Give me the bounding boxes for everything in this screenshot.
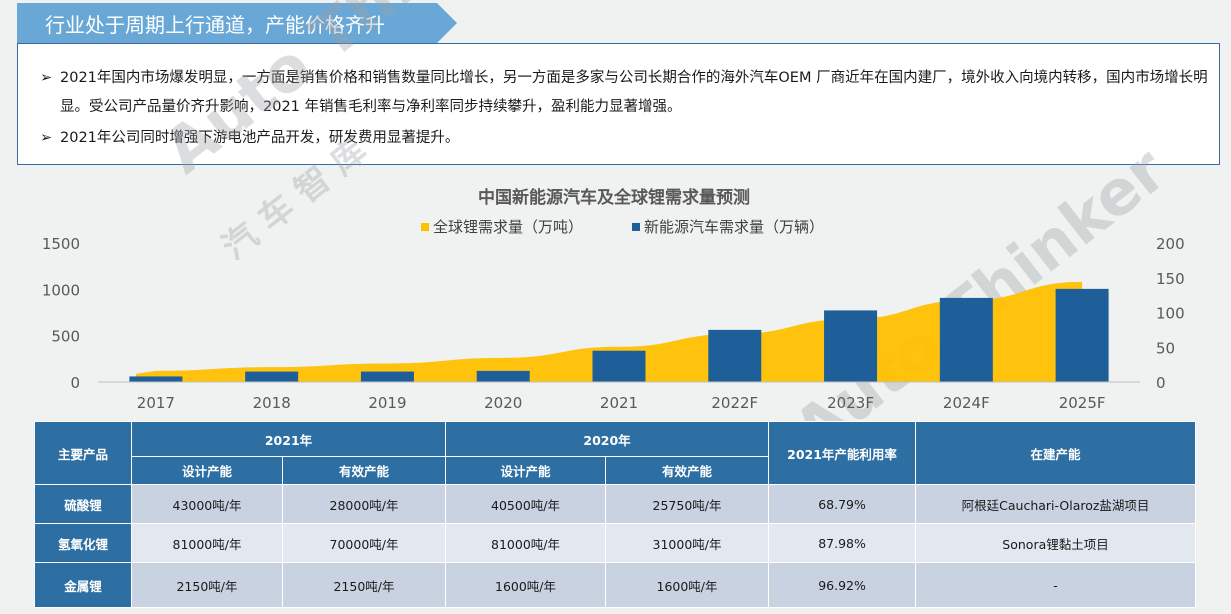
bullet-text: 2021年公司同时增强下游电池产品开发，研发费用显著提升。 xyxy=(60,130,460,146)
header-utilization: 2021年产能利用率 xyxy=(768,421,917,485)
right-axis-tick: 0 xyxy=(1156,374,1166,392)
bullet-text: 2021年国内市场爆发明显，一方面是销售价格和销售数量同比增长，另一方面是多家与… xyxy=(60,70,1208,115)
cell-effective-2020: 25750吨/年 xyxy=(605,484,770,524)
cell-effective-2021: 2150吨/年 xyxy=(281,562,447,608)
legend-label-lithium: 全球锂需求量（万吨） xyxy=(433,218,583,236)
cell-design-2021: 43000吨/年 xyxy=(131,484,283,524)
capacity-table: 主要产品 2021年 2020年 2021年产能利用率 在建产能 设计产能 有效… xyxy=(34,421,1197,608)
right-axis-tick: 200 xyxy=(1156,235,1185,253)
row-product: 氢氧化锂 xyxy=(34,523,132,563)
table-header-row: 主要产品 2021年 2020年 2021年产能利用率 在建产能 xyxy=(34,421,1197,485)
x-axis-tick: 2021 xyxy=(600,394,638,412)
bar-nev-demand xyxy=(939,297,993,382)
x-axis-tick: 2017 xyxy=(137,394,175,412)
cell-effective-2021: 70000吨/年 xyxy=(281,523,447,563)
bar-nev-demand xyxy=(245,371,299,382)
left-axis-tick: 1000 xyxy=(42,281,80,299)
right-axis-tick: 50 xyxy=(1156,339,1175,357)
x-axis-tick: 2018 xyxy=(253,394,291,412)
bar-nev-demand xyxy=(360,371,414,382)
x-axis-tick: 2024F xyxy=(943,394,990,412)
bar-nev-demand xyxy=(1055,288,1109,382)
bar-nev-demand xyxy=(708,329,762,382)
header-design-2020: 设计产能 xyxy=(445,456,607,485)
table-row: 硫酸锂 43000吨/年 28000吨/年 40500吨/年 25750吨/年 … xyxy=(34,484,1197,524)
table-row: 氢氧化锂 81000吨/年 70000吨/年 81000吨/年 31000吨/年… xyxy=(34,523,1197,563)
cell-design-2020: 81000吨/年 xyxy=(445,523,607,563)
cell-design-2021: 2150吨/年 xyxy=(131,562,283,608)
legend-swatch-nev xyxy=(632,223,640,231)
cell-design-2021: 81000吨/年 xyxy=(131,523,283,563)
right-axis-tick: 150 xyxy=(1156,270,1185,288)
bullet-arrow-icon: ➢ xyxy=(40,130,53,146)
table-row: 金属锂 2150吨/年 2150吨/年 1600吨/年 1600吨/年 96.9… xyxy=(34,562,1197,608)
legend-label-nev: 新能源汽车需求量（万辆） xyxy=(644,218,824,236)
header-design-2021: 设计产能 xyxy=(131,456,283,485)
cell-effective-2020: 31000吨/年 xyxy=(605,523,770,563)
cell-utilization: 96.92% xyxy=(768,562,917,608)
cell-utilization: 68.79% xyxy=(768,484,917,524)
legend-swatch-lithium xyxy=(421,223,429,231)
banner-title: 行业处于周期上行通道，产能价格齐升 xyxy=(45,13,385,37)
bar-nev-demand xyxy=(129,376,183,382)
summary-box: ➢ 2021年国内市场爆发明显，一方面是销售价格和销售数量同比增长，另一方面是多… xyxy=(17,43,1220,165)
header-effective-2021: 有效产能 xyxy=(281,456,447,485)
left-axis-tick: 1500 xyxy=(42,235,80,253)
cell-design-2020: 1600吨/年 xyxy=(445,562,607,608)
header-2021: 2021年 xyxy=(130,421,447,457)
row-product: 金属锂 xyxy=(34,562,132,608)
bar-nev-demand xyxy=(824,310,878,382)
left-axis-tick: 500 xyxy=(51,328,80,346)
bar-nev-demand xyxy=(592,350,646,382)
banner-shape xyxy=(17,3,457,43)
header-2020: 2020年 xyxy=(445,421,770,457)
cell-building: 阿根廷Cauchari-Olaroz盐湖项目 xyxy=(915,484,1197,524)
bar-nev-demand xyxy=(476,370,530,382)
x-axis-tick: 2020 xyxy=(484,394,522,412)
table-subheader-row: 设计产能 有效产能 设计产能 有效产能 xyxy=(35,456,1196,485)
bullet-arrow-icon: ➢ xyxy=(40,70,53,86)
x-axis-tick: 2025F xyxy=(1059,394,1106,412)
cell-utilization: 87.98% xyxy=(768,523,917,563)
section-banner: 行业处于周期上行通道，产能价格齐升 xyxy=(17,3,457,43)
cell-effective-2020: 1600吨/年 xyxy=(605,562,770,608)
cell-building: Sonora锂黏土项目 xyxy=(915,523,1197,563)
header-building: 在建产能 xyxy=(915,421,1197,485)
header-effective-2020: 有效产能 xyxy=(605,456,770,485)
cell-building: - xyxy=(915,562,1197,608)
left-axis-tick: 0 xyxy=(70,374,80,392)
row-product: 硫酸锂 xyxy=(34,484,132,524)
right-axis-tick: 100 xyxy=(1156,305,1185,323)
x-axis-tick: 2022F xyxy=(711,394,758,412)
x-axis-tick: 2023F xyxy=(827,394,874,412)
bullet-item: ➢ 2021年国内市场爆发明显，一方面是销售价格和销售数量同比增长，另一方面是多… xyxy=(40,64,1215,122)
header-product: 主要产品 xyxy=(34,421,132,485)
chart-title: 中国新能源汽车及全球锂需求量预测 xyxy=(478,187,750,208)
cell-effective-2021: 28000吨/年 xyxy=(281,484,447,524)
cell-design-2020: 40500吨/年 xyxy=(445,484,607,524)
bullet-item: ➢ 2021年公司同时增强下游电池产品开发，研发费用显著提升。 xyxy=(40,124,1215,153)
x-axis-tick: 2019 xyxy=(368,394,406,412)
